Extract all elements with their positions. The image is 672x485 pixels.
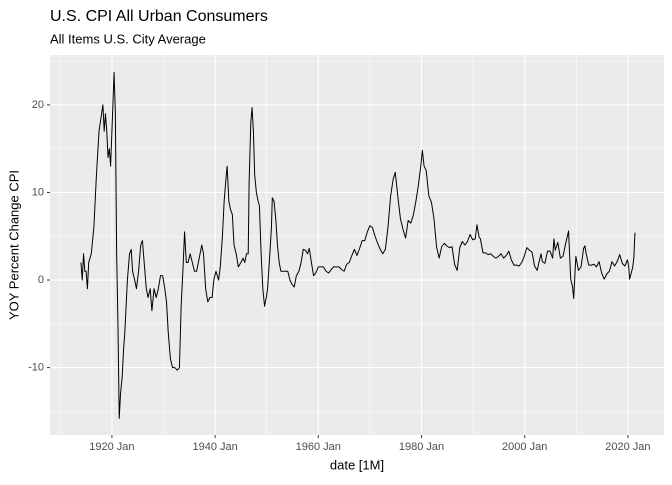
x-tick-label: 1920 Jan [89, 441, 134, 453]
chart-title: U.S. CPI All Urban Consumers [50, 8, 268, 25]
chart-subtitle: All Items U.S. City Average [50, 31, 206, 46]
data-line [80, 72, 636, 419]
x-tick-label: 1940 Jan [192, 441, 237, 453]
plot-panel [50, 55, 664, 435]
y-tick-label: 0 [38, 274, 44, 286]
y-axis-title: YOY Percent Change CPI [6, 170, 21, 320]
x-tick-label: 2000 Jan [502, 441, 547, 453]
x-tick-label: 1980 Jan [399, 441, 444, 453]
x-tick-label: 1960 Jan [296, 441, 341, 453]
y-tick-label: -10 [28, 361, 44, 373]
x-axis-title: date [1M] [330, 457, 384, 472]
y-tick-label: 10 [32, 186, 44, 198]
y-tick-label: 20 [32, 99, 44, 111]
x-tick-label: 2020 Jan [605, 441, 650, 453]
